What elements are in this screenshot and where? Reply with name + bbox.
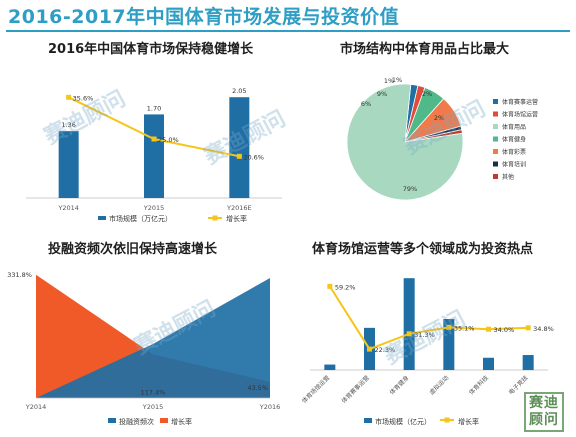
chart1-bar-label: 1.36 bbox=[61, 121, 75, 129]
chart3-legend-swatch-a bbox=[108, 418, 116, 423]
chart4-rate-point bbox=[367, 346, 372, 352]
chart4-rate-label: 59.2% bbox=[335, 283, 356, 291]
chart4-legend-bar: 市场规模（亿元） bbox=[375, 417, 431, 426]
chart2-legend-swatch bbox=[493, 174, 498, 179]
chart4-rate-point bbox=[486, 326, 491, 332]
chart1-legend-bar-swatch bbox=[98, 216, 106, 220]
chart2-slice-label: 79% bbox=[403, 185, 417, 193]
chart1-bar bbox=[144, 114, 164, 198]
logo-text: 赛迪顾问 bbox=[529, 395, 559, 428]
chart2-legend-label: 体育用品 bbox=[502, 123, 526, 131]
chart4-title: 体育场馆运营等多个领域成为投资热点 bbox=[312, 242, 534, 257]
chart2-legend-label: 体育健身 bbox=[502, 136, 526, 144]
chart2-legend-label: 体育培训 bbox=[502, 161, 526, 169]
chart4-x-tick: 体育科技 bbox=[467, 374, 490, 397]
chart4-rate-point bbox=[525, 325, 531, 331]
chart2-legend-swatch bbox=[493, 111, 498, 117]
chart1-x-tick: Y2014 bbox=[57, 204, 79, 212]
chart2-legend-label: 其他 bbox=[502, 173, 514, 181]
chart2-legend-label: 体育场馆运营 bbox=[502, 111, 538, 119]
chart3-area-rate bbox=[36, 274, 270, 398]
chart3-legend-a: 投融资频次 bbox=[119, 417, 154, 426]
chart4-rate-label: 22.3% bbox=[375, 346, 396, 354]
chart1-bar bbox=[58, 131, 79, 198]
chart1-rate-label: 35.6% bbox=[73, 94, 94, 102]
chart2-legend-label: 体育彩票 bbox=[502, 148, 526, 156]
chart2-legend-label: 体育赛事运营 bbox=[502, 98, 538, 106]
chart4-x-tick: 虚拟运动 bbox=[428, 374, 451, 397]
chart4-rate-point bbox=[327, 283, 333, 289]
chart1-x-tick: Y2015 bbox=[143, 204, 165, 212]
page-title: 2016-2017年中国体育市场发展与投资价值 bbox=[8, 6, 400, 28]
chart2-legend-swatch bbox=[493, 136, 498, 142]
chart3-area-frequency bbox=[36, 278, 270, 398]
chart3-legend-swatch-b bbox=[160, 418, 168, 423]
chart2-slice bbox=[346, 83, 464, 201]
title-divider bbox=[6, 30, 570, 32]
chart1-rate-label: 20.6% bbox=[243, 153, 264, 161]
chart2-slice-label: 2% bbox=[434, 114, 444, 122]
chart1-bar-label: 1.70 bbox=[147, 104, 161, 112]
chart1-legend-bar: 市场规模（万亿元） bbox=[109, 214, 172, 223]
chart4-legend-line: 增长率 bbox=[458, 417, 479, 426]
chart3-rate-label: 117.4% bbox=[141, 388, 166, 396]
chart4-legend-bar-swatch bbox=[364, 418, 372, 423]
chart4-rate-label: 31.3% bbox=[414, 331, 435, 339]
chart1-legend-line-marker bbox=[212, 215, 218, 221]
chart3-title: 投融资频次依旧保持高速增长 bbox=[48, 242, 218, 257]
chart3-rate-label: 331.8% bbox=[7, 271, 32, 279]
chart4-rate-line bbox=[328, 285, 529, 351]
brand-logo: 赛迪顾问 bbox=[524, 392, 564, 432]
chart2-legend-swatch bbox=[493, 149, 498, 154]
chart1-x-tick: Y2016E bbox=[226, 204, 252, 212]
chart2-legend-swatch bbox=[493, 161, 498, 167]
chart4-x-tick: 体育赛事运营 bbox=[340, 374, 371, 405]
chart2-slice-label: 6% bbox=[361, 100, 371, 108]
chart4-rate-point bbox=[446, 324, 452, 330]
chart2-legend-swatch bbox=[493, 99, 498, 104]
chart3-x-tick: Y2014 bbox=[25, 403, 47, 411]
chart4-bar bbox=[443, 319, 455, 370]
chart4-x-tick: 体育场馆运营 bbox=[300, 374, 331, 405]
chart1-rate-point bbox=[236, 153, 242, 159]
chart4-rate-point bbox=[406, 331, 412, 337]
chart2-legend-swatch bbox=[493, 124, 498, 129]
chart2-slice-label: 1% bbox=[392, 76, 402, 84]
chart2-title: 市场结构中体育用品占比最大 bbox=[340, 42, 510, 57]
chart1-legend-line: 增长率 bbox=[226, 214, 247, 223]
chart4-x-tick: 体育健身 bbox=[388, 374, 411, 397]
chart1-rate-label: 25.0% bbox=[158, 136, 179, 144]
chart4-bar bbox=[522, 355, 534, 370]
chart1-bar bbox=[229, 97, 250, 198]
chart1-title: 2016年中国体育市场保持稳健增长 bbox=[48, 42, 254, 57]
chart2-slice-label: 1% bbox=[384, 77, 394, 85]
chart4-bar bbox=[483, 357, 494, 370]
chart4-rate-label: 34.8% bbox=[533, 325, 554, 333]
chart3-x-tick: Y2016 bbox=[259, 403, 281, 411]
chart3-legend-b: 增长率 bbox=[171, 417, 192, 426]
chart1-bar-label: 2.05 bbox=[232, 87, 246, 95]
chart4-bar bbox=[324, 364, 336, 370]
chart2-slice-label: 2% bbox=[422, 90, 432, 98]
chart3-x-tick: Y2015 bbox=[142, 403, 164, 411]
chart4-rate-label: 35.1% bbox=[454, 324, 475, 332]
chart3-rate-label: 43.5% bbox=[247, 384, 268, 392]
chart4-bar bbox=[403, 278, 415, 370]
chart2-slice-label: 9% bbox=[377, 90, 387, 98]
chart4-rate-label: 34.0% bbox=[494, 326, 515, 334]
chart4-legend-line-marker bbox=[444, 417, 450, 423]
chart1-rate-point bbox=[66, 94, 72, 100]
chart1-rate-point bbox=[151, 136, 157, 142]
